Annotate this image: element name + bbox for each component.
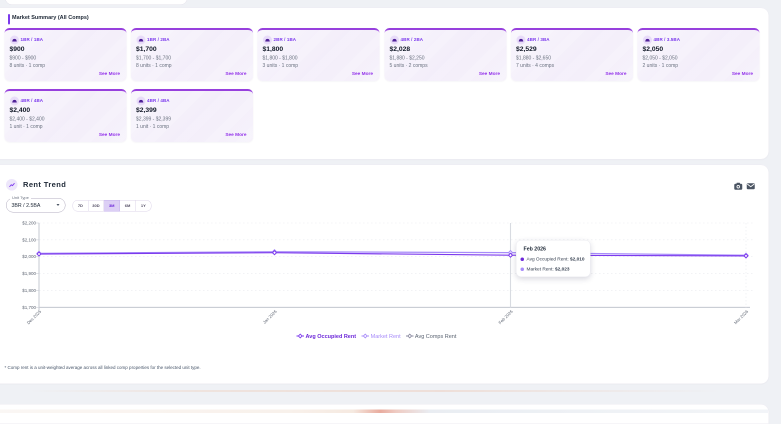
svg-text:$1,800: $1,800: [22, 288, 36, 293]
svg-text:$1,700: $1,700: [22, 305, 36, 310]
svg-text:Dec 2025: Dec 2025: [26, 308, 43, 325]
svg-text:$2,200: $2,200: [22, 221, 36, 226]
svg-text:Jan 2026: Jan 2026: [262, 308, 278, 324]
svg-text:$2,100: $2,100: [22, 237, 36, 242]
svg-text:$1,900: $1,900: [22, 271, 36, 276]
svg-text:$2,000: $2,000: [22, 254, 36, 259]
svg-text:Feb 2026: Feb 2026: [497, 308, 514, 325]
svg-text:Mar 2026: Mar 2026: [733, 308, 750, 325]
